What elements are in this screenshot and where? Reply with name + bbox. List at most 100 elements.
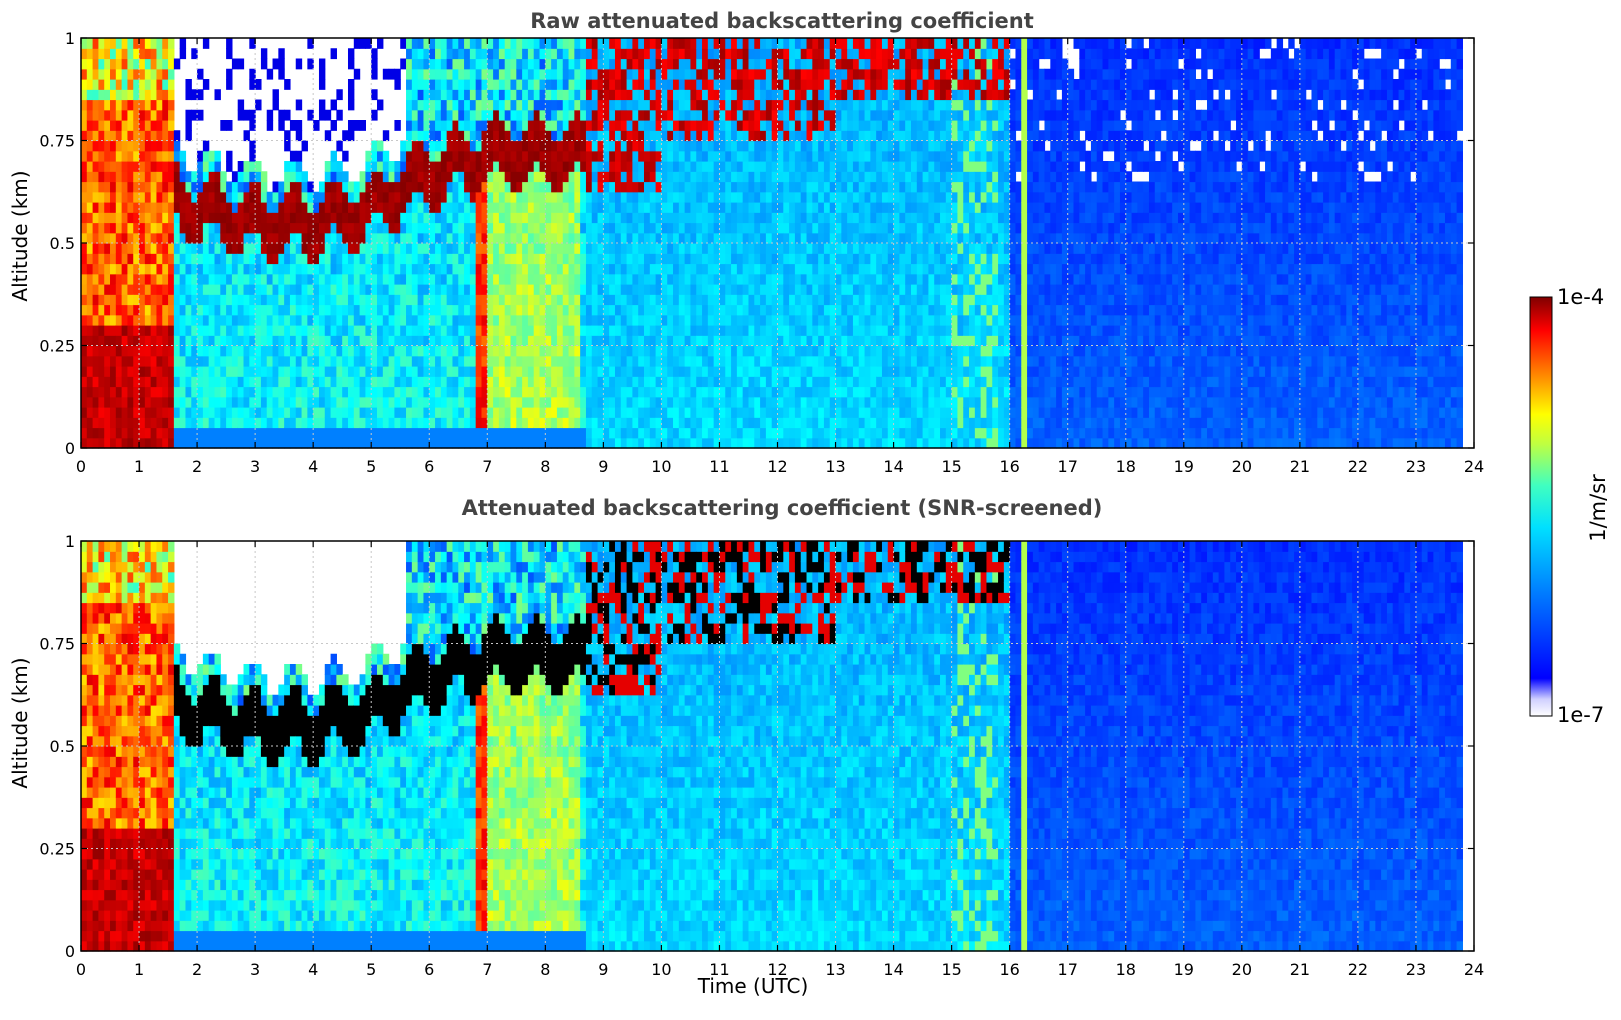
heatmap-cell (765, 191, 773, 203)
heatmap-cell (191, 386, 198, 398)
heatmap-cell (516, 99, 523, 111)
heatmap-cell (173, 376, 181, 388)
heatmap-cell (133, 99, 140, 111)
heatmap-cell (110, 161, 117, 172)
heatmap-cell (556, 427, 564, 439)
heatmap-cell (162, 325, 169, 336)
heatmap-cell (255, 294, 262, 306)
heatmap-cell (86, 222, 94, 234)
heatmap-cell (667, 437, 674, 449)
heatmap-cell (173, 437, 181, 449)
heatmap-cell (330, 355, 337, 367)
heatmap-cell (156, 437, 163, 449)
heatmap-cell (406, 284, 413, 295)
heatmap-cell (673, 68, 680, 80)
heatmap-cell (92, 437, 100, 449)
heatmap-cell (731, 427, 738, 439)
heatmap-cell (539, 386, 546, 398)
heatmap-cell (469, 232, 477, 244)
heatmap-cell (568, 191, 575, 203)
heatmap-cell (742, 355, 750, 367)
heatmap-cell (713, 99, 721, 111)
heatmap-cell (626, 120, 633, 131)
heatmap-cell (504, 109, 512, 121)
heatmap-cell (98, 68, 105, 80)
heatmap-cell (556, 99, 564, 111)
heatmap-cell (835, 263, 842, 275)
heatmap-cell (527, 417, 535, 429)
heatmap-cell (597, 335, 604, 347)
heatmap-cell (260, 417, 268, 429)
heatmap-cell (156, 181, 163, 193)
heatmap-cell (353, 427, 361, 439)
heatmap-cell (110, 325, 117, 336)
heatmap-cell (371, 48, 378, 60)
heatmap-cell (110, 181, 117, 193)
heatmap-cell (789, 366, 796, 377)
heatmap-cell (394, 427, 401, 439)
heatmap-cell (498, 345, 506, 357)
heatmap-cell (278, 212, 285, 224)
heatmap-cell (591, 366, 599, 377)
heatmap-cell (620, 284, 628, 295)
heatmap-cell (760, 263, 767, 275)
heatmap-cell (307, 304, 314, 316)
heatmap-cell (516, 181, 523, 193)
heatmap-cell (446, 243, 454, 254)
heatmap-cell (585, 417, 593, 429)
heatmap-cell (156, 120, 163, 131)
heatmap-cell (835, 417, 842, 429)
heatmap-cell (742, 79, 750, 90)
heatmap-cell (626, 325, 633, 336)
heatmap-cell (487, 314, 494, 326)
heatmap-cell (179, 294, 187, 306)
heatmap-cell (667, 304, 674, 316)
heatmap-cell (162, 253, 169, 265)
heatmap-cell (516, 284, 523, 295)
heatmap-cell (429, 427, 436, 439)
heatmap-cell (655, 325, 663, 336)
heatmap-cell (690, 181, 697, 193)
heatmap-cell (446, 68, 454, 80)
heatmap-cell (98, 314, 105, 326)
heatmap-cell (777, 212, 784, 224)
heatmap-cell (614, 68, 622, 80)
heatmap-cell (173, 58, 181, 70)
heatmap-cell (562, 345, 570, 357)
heatmap-cell (812, 376, 819, 388)
heatmap-cell (806, 427, 813, 439)
heatmap-cell (754, 437, 761, 449)
heatmap-cell (133, 232, 140, 244)
heatmap-cell (278, 427, 285, 439)
heatmap-cell (556, 304, 564, 316)
heatmap-cell (580, 171, 587, 183)
heatmap-cell (260, 284, 268, 295)
heatmap-cell (510, 417, 517, 429)
heatmap-cell (185, 212, 192, 224)
heatmap-cell (318, 58, 326, 70)
heatmap-cell (347, 335, 355, 347)
heatmap-cell (620, 335, 628, 347)
heatmap-cell (545, 109, 552, 121)
heatmap-cell (597, 232, 604, 244)
heatmap-cell (214, 407, 221, 418)
heatmap-cell (301, 222, 308, 234)
heatmap-cell (835, 130, 842, 142)
heatmap-cell (458, 48, 465, 60)
heatmap-cell (162, 314, 169, 326)
heatmap-cell (835, 58, 842, 70)
heatmap-cell (597, 427, 604, 439)
heatmap-cell (411, 171, 419, 183)
heatmap-cell (829, 273, 837, 285)
heatmap-cell (702, 68, 709, 80)
heatmap-cell (353, 386, 361, 398)
heatmap-cell (202, 222, 210, 234)
heatmap-cell (394, 325, 401, 336)
heatmap-cell (249, 191, 256, 203)
heatmap-cell (191, 396, 198, 408)
heatmap-cell (522, 314, 529, 326)
heatmap-cell (440, 284, 448, 295)
heatmap-cell (440, 243, 448, 254)
heatmap-cell (835, 38, 842, 49)
heatmap-cell (823, 89, 831, 101)
